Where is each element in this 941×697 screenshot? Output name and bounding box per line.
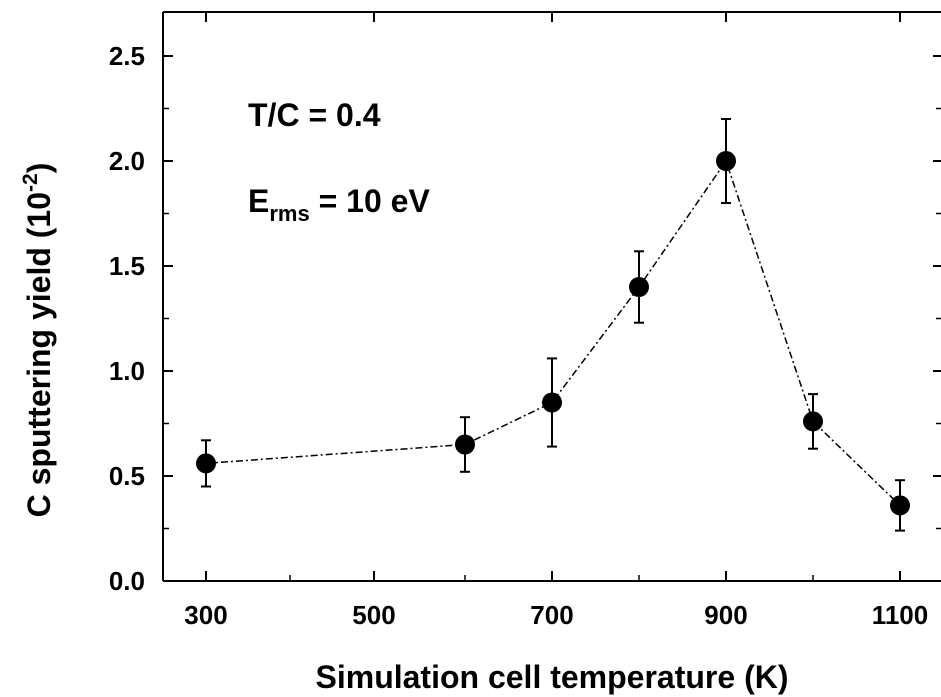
x-tick-label: 300 xyxy=(184,600,227,630)
x-tick-label: 1100 xyxy=(872,600,928,630)
y-tick-label: 1.0 xyxy=(109,356,145,386)
annotation-energy-value: = 10 eV xyxy=(310,183,431,219)
annotation-energy: Erms = 10 eV xyxy=(248,183,430,226)
data-point xyxy=(890,495,910,516)
y-tick-label: 2.0 xyxy=(109,146,145,176)
y-tick-label: 0.0 xyxy=(109,566,145,596)
y-ticks: 0.0 0.5 1.0 1.5 2.0 2.5 xyxy=(109,41,941,596)
data-point xyxy=(716,151,736,171)
y-axis-title-main: C sputtering yield (10 xyxy=(21,192,57,517)
series-layer xyxy=(196,118,910,532)
y-axis-title-close: ) xyxy=(21,163,57,174)
x-tick-label: 500 xyxy=(352,600,395,630)
data-point xyxy=(196,453,216,474)
y-tick-label: 1.5 xyxy=(109,251,145,281)
annotation-energy-base: E xyxy=(248,183,269,219)
y-axis-title-exponent: -2 xyxy=(19,173,42,192)
x-tick-label: 700 xyxy=(530,600,573,630)
x-axis-title: Simulation cell temperature (K) xyxy=(316,659,789,695)
y-axis-title: C sputtering yield (10-2) xyxy=(19,163,57,518)
data-point xyxy=(803,411,823,432)
annotation-ratio: T/C = 0.4 xyxy=(248,97,381,133)
y-tick-label: 0.5 xyxy=(109,461,145,491)
y-tick-label: 2.5 xyxy=(109,41,145,71)
annotation-energy-subscript: rms xyxy=(269,201,309,226)
data-point xyxy=(629,277,649,297)
data-point xyxy=(542,392,562,413)
data-point xyxy=(455,434,475,455)
x-ticks: 300 500 700 900 1100 xyxy=(184,12,928,630)
x-tick-label: 900 xyxy=(704,600,747,630)
